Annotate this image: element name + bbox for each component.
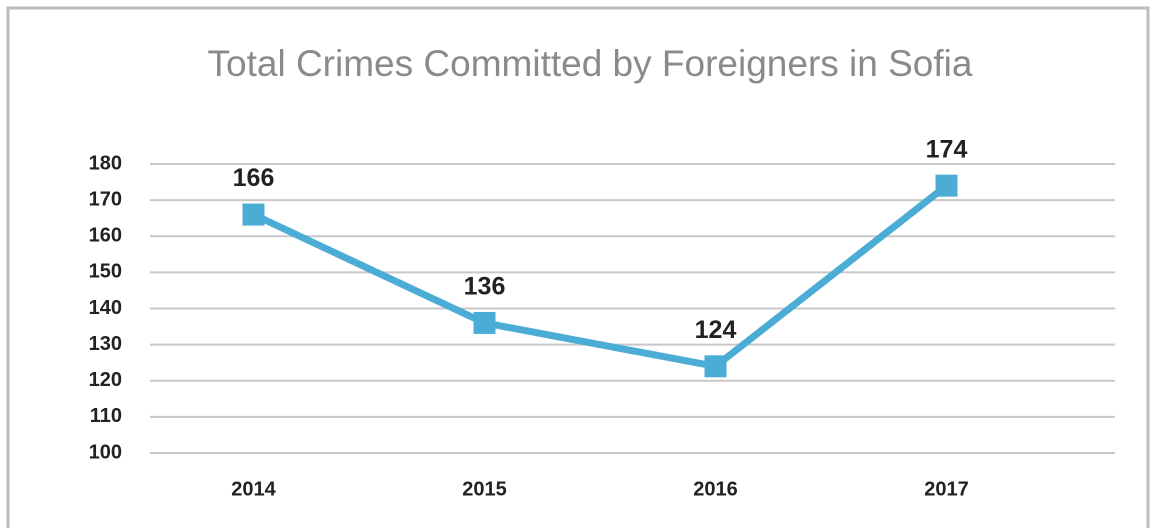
y-tick-label: 110 bbox=[90, 405, 122, 427]
marker bbox=[242, 203, 265, 226]
x-tick-label: 2015 bbox=[462, 478, 507, 500]
y-tick-label: 160 bbox=[89, 225, 122, 247]
chart-title: Total Crimes Committed by Foreigners in … bbox=[208, 43, 973, 84]
data-label: 166 bbox=[233, 164, 275, 192]
y-tick-label: 180 bbox=[89, 152, 122, 174]
x-tick-label: 2014 bbox=[231, 478, 276, 500]
data-label: 124 bbox=[695, 316, 737, 344]
y-tick-label: 130 bbox=[89, 333, 122, 355]
y-tick-label: 120 bbox=[89, 369, 122, 391]
marker bbox=[473, 311, 496, 334]
marker bbox=[704, 355, 727, 378]
series-line bbox=[252, 182, 949, 370]
y-tick-label: 140 bbox=[89, 297, 122, 319]
data-label: 174 bbox=[926, 135, 968, 163]
y-tick-label: 170 bbox=[89, 188, 122, 210]
x-tick-label: 2016 bbox=[693, 478, 738, 500]
x-tick-label: 2017 bbox=[924, 478, 969, 500]
data-label: 136 bbox=[464, 273, 506, 301]
marker bbox=[935, 174, 958, 197]
chart-border bbox=[6, 6, 1150, 528]
y-tick-label: 100 bbox=[89, 441, 122, 463]
y-tick-label: 150 bbox=[89, 261, 122, 283]
